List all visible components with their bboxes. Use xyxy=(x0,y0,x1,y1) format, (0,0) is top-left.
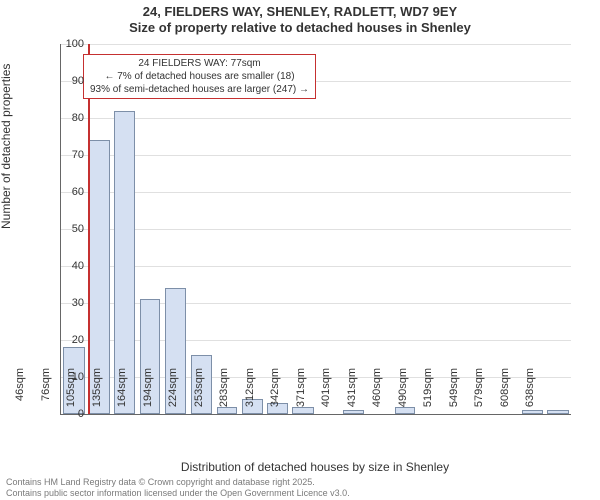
y-tick-label: 100 xyxy=(54,38,84,50)
y-tick-label: 50 xyxy=(54,223,84,235)
x-tick-label: 283sqm xyxy=(218,368,230,418)
gridline xyxy=(61,303,571,304)
x-tick-label: 608sqm xyxy=(499,368,511,418)
x-tick-label: 549sqm xyxy=(448,368,460,418)
x-tick-label: 371sqm xyxy=(295,368,307,418)
gridline xyxy=(61,155,571,156)
callout-line-3: 93% of semi-detached houses are larger (… xyxy=(90,84,309,95)
x-axis-label: Distribution of detached houses by size … xyxy=(60,460,570,474)
x-tick-label: 253sqm xyxy=(193,368,205,418)
x-tick-label: 638sqm xyxy=(524,368,536,418)
x-tick-label: 401sqm xyxy=(320,368,332,418)
reference-line xyxy=(88,44,90,414)
gridline xyxy=(61,44,571,45)
callout-line-2: ← 7% of detached houses are smaller (18) xyxy=(104,71,294,82)
x-tick-label: 224sqm xyxy=(167,368,179,418)
histogram-bar xyxy=(547,410,568,414)
x-tick-label: 105sqm xyxy=(65,368,77,418)
y-tick-label: 90 xyxy=(54,75,84,87)
y-tick-label: 30 xyxy=(54,297,84,309)
x-tick-label: 431sqm xyxy=(346,368,358,418)
x-tick-label: 76sqm xyxy=(40,368,52,418)
gridline xyxy=(61,229,571,230)
title-line-2: Size of property relative to detached ho… xyxy=(129,20,471,35)
y-tick-label: 80 xyxy=(54,112,84,124)
x-tick-label: 519sqm xyxy=(422,368,434,418)
x-tick-label: 342sqm xyxy=(269,368,281,418)
title-line-1: 24, FIELDERS WAY, SHENLEY, RADLETT, WD7 … xyxy=(143,4,457,19)
y-tick-label: 60 xyxy=(54,186,84,198)
x-tick-label: 46sqm xyxy=(14,368,26,418)
y-axis-label: Number of detached properties xyxy=(0,64,13,229)
callout-line-1: 24 FIELDERS WAY: 77sqm xyxy=(138,58,260,69)
x-tick-label: 490sqm xyxy=(397,368,409,418)
gridline xyxy=(61,118,571,119)
attribution: Contains HM Land Registry data © Crown c… xyxy=(6,477,350,498)
attribution-line-2: Contains public sector information licen… xyxy=(6,488,350,498)
gridline xyxy=(61,192,571,193)
x-tick-label: 312sqm xyxy=(244,368,256,418)
attribution-line-1: Contains HM Land Registry data © Crown c… xyxy=(6,477,315,487)
gridline xyxy=(61,377,571,378)
chart-container: 24, FIELDERS WAY, SHENLEY, RADLETT, WD7 … xyxy=(0,0,600,500)
x-tick-label: 164sqm xyxy=(116,368,128,418)
x-tick-label: 579sqm xyxy=(473,368,485,418)
x-tick-label: 135sqm xyxy=(91,368,103,418)
y-tick-label: 20 xyxy=(54,334,84,346)
x-tick-label: 194sqm xyxy=(142,368,154,418)
plot-area xyxy=(60,44,571,415)
y-tick-label: 70 xyxy=(54,149,84,161)
reference-callout: 24 FIELDERS WAY: 77sqm ← 7% of detached … xyxy=(83,54,316,99)
chart-title: 24, FIELDERS WAY, SHENLEY, RADLETT, WD7 … xyxy=(0,4,600,37)
gridline xyxy=(61,266,571,267)
y-tick-label: 40 xyxy=(54,260,84,272)
gridline xyxy=(61,340,571,341)
x-tick-label: 460sqm xyxy=(371,368,383,418)
